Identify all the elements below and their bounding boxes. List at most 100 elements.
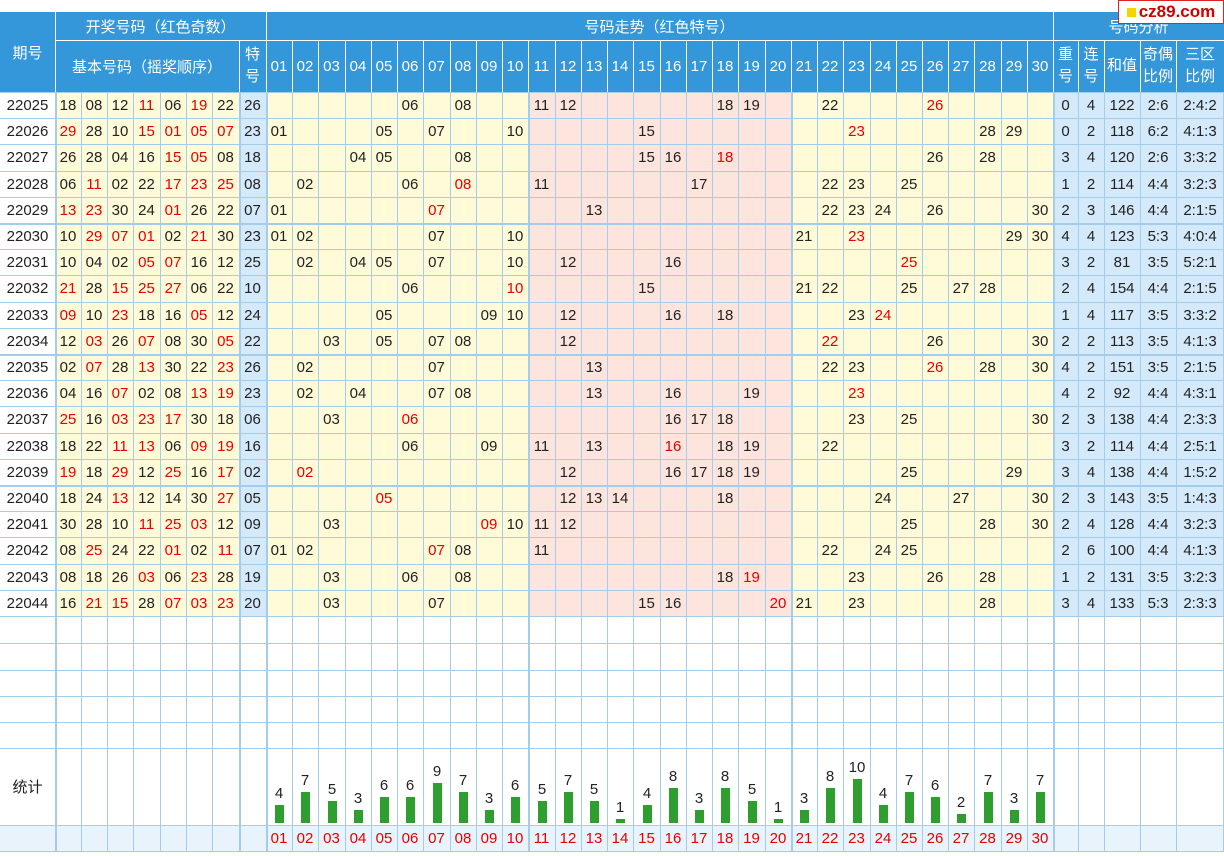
basic-number: 04 [111, 149, 129, 166]
basic-number: 26 [111, 332, 129, 350]
trend-hit: 13 [585, 358, 603, 376]
grid-vline [712, 92, 713, 851]
grid-hline [0, 825, 1224, 826]
special-number: 09 [244, 515, 261, 533]
basic-number: 23 [138, 411, 155, 428]
special-number: 02 [244, 463, 261, 481]
grid-hline [0, 485, 1224, 486]
trend-hit: 30 [1031, 515, 1049, 533]
grid-hline [0, 355, 1224, 356]
axis-row-bg [0, 825, 1224, 851]
special-number: 16 [244, 437, 261, 455]
basic-number: 28 [111, 358, 129, 376]
grid-vline [765, 40, 766, 92]
trend-hit: 01 [270, 227, 288, 245]
trend-hit: 08 [454, 568, 472, 586]
analysis-sum: 81 [1113, 253, 1131, 271]
grid-vline [1078, 92, 1079, 851]
axis-number: 10 [506, 829, 524, 847]
stats-bar-label: 3 [799, 790, 809, 807]
stats-bar-label: 7 [983, 772, 993, 789]
analysis-consec: 2 [1086, 253, 1096, 271]
grid-hline [0, 144, 1224, 145]
analysis-zone: 4:1:3 [1183, 332, 1217, 350]
basic-number: 06 [164, 96, 182, 114]
basic-number: 13 [59, 201, 77, 219]
analysis-repeat: 4 [1061, 227, 1070, 245]
basic-number: 23 [217, 358, 234, 376]
grid-hline [0, 748, 1224, 749]
special-number: 07 [244, 542, 261, 559]
analysis-oe: 4:4 [1147, 515, 1169, 533]
basic-number: 10 [59, 253, 77, 271]
axis-number: 12 [559, 829, 577, 847]
basic-number: 22 [85, 437, 103, 455]
trend-hit: 22 [821, 437, 839, 455]
trend-hit: 17 [690, 463, 708, 481]
basic-number: 25 [59, 411, 77, 428]
analysis-zone: 4:1:3 [1183, 542, 1217, 559]
trend-hit: 06 [401, 280, 419, 297]
trend-hit: 13 [585, 437, 603, 455]
site-logo[interactable]: cz89.com [1118, 0, 1224, 24]
grid-vline [948, 40, 949, 92]
trend-hit: 22 [821, 201, 839, 219]
stats-bar-label: 7 [1035, 772, 1045, 789]
grid-vline [870, 92, 871, 851]
analysis-repeat: 3 [1061, 463, 1070, 481]
trend-hit: 07 [428, 594, 445, 612]
axis-number: 19 [743, 829, 760, 847]
header-consecutive: 连号 [1078, 40, 1104, 92]
grid-vline [292, 40, 293, 92]
trend-hit: 07 [428, 122, 445, 140]
stats-bar-label: 3 [484, 790, 494, 807]
trend-hit: 12 [559, 515, 577, 533]
trend-hit: 23 [848, 384, 865, 402]
basic-number: 22 [190, 358, 208, 376]
analysis-repeat: 2 [1061, 542, 1070, 559]
analysis-sum: 154 [1109, 280, 1135, 297]
grid-vline [738, 40, 739, 92]
trend-hit: 18 [716, 463, 734, 481]
header-trend-col: 11 [528, 40, 555, 92]
special-number: 18 [244, 149, 261, 166]
trend-hit: 25 [900, 542, 918, 559]
trend-hit: 22 [821, 175, 839, 193]
grid-vline [1104, 40, 1105, 92]
basic-number: 10 [59, 227, 77, 245]
trend-hit: 28 [979, 568, 996, 586]
analysis-sum: 143 [1109, 489, 1135, 507]
stats-bar [748, 801, 757, 823]
basic-number: 17 [164, 175, 182, 193]
stats-bar-label: 4 [274, 785, 284, 802]
header-trend-col: 10 [502, 40, 528, 92]
stats-bar-label: 5 [589, 781, 599, 798]
trend-hit: 07 [428, 201, 445, 219]
header-draw-group: 开奖号码（红色奇数） [55, 12, 266, 40]
analysis-consec: 4 [1086, 515, 1096, 533]
basic-number: 07 [164, 253, 182, 271]
trend-hit: 21 [795, 227, 813, 245]
trend-hit: 26 [926, 149, 944, 166]
trend-hit: 06 [401, 411, 419, 428]
header-trend-col: 05 [371, 40, 397, 92]
axis-number: 14 [611, 829, 629, 847]
trend-hit: 24 [874, 201, 892, 219]
basic-number: 08 [85, 96, 103, 114]
analysis-zone: 3:3:2 [1183, 149, 1217, 166]
trend-hit: 22 [821, 542, 839, 559]
stats-bar-label: 5 [537, 781, 547, 798]
basic-number: 24 [85, 489, 103, 507]
basic-number: 06 [59, 175, 77, 193]
analysis-sum: 120 [1109, 149, 1135, 166]
trend-hit: 03 [323, 568, 340, 586]
grid-hline [0, 354, 1224, 355]
header-trend-col: 22 [817, 40, 843, 92]
period-cell: 22042 [6, 542, 49, 559]
trend-hit: 16 [664, 437, 682, 455]
analysis-sum: 114 [1110, 175, 1134, 193]
analysis-sum: 123 [1109, 227, 1135, 245]
analysis-repeat: 0 [1061, 96, 1070, 114]
trend-hit: 26 [926, 358, 944, 376]
grid-vline [843, 40, 844, 92]
